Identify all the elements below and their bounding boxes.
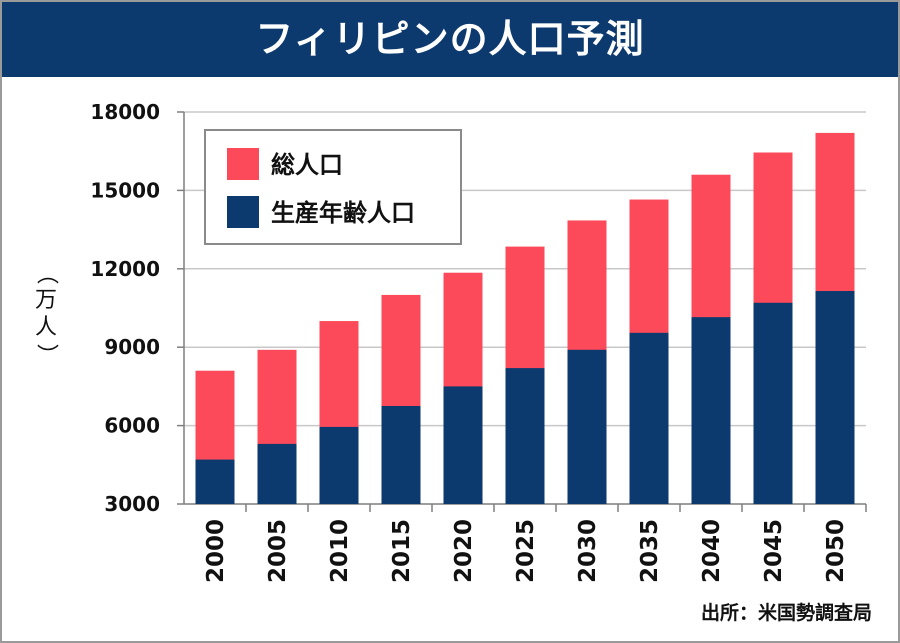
x-tick-label: 2010 [327, 519, 353, 583]
y-axis-label: （万人） [32, 260, 60, 368]
y-tick-label: 6000 [104, 414, 160, 438]
bar-working-age-2050 [815, 291, 855, 504]
x-tick-label: 2035 [637, 519, 663, 583]
bar-working-age-2010 [319, 426, 359, 504]
y-tick-label: 3000 [104, 492, 160, 516]
source-note: 出所：米国勢調査局 [700, 602, 872, 624]
bar-working-age-2000 [195, 459, 235, 504]
bar-working-age-2040 [691, 317, 731, 504]
legend-swatch-total [227, 148, 259, 180]
x-tick-label: 2000 [203, 519, 229, 583]
legend-label-total: 総人口 [271, 151, 343, 179]
bar-working-age-2045 [753, 302, 793, 504]
chart-title: フィリピンの人口予測 [255, 17, 645, 61]
x-tick-label: 2015 [389, 519, 415, 583]
bar-working-age-2030 [567, 349, 607, 504]
legend-swatch-working-age [227, 196, 259, 228]
x-tick-label: 2050 [823, 519, 849, 583]
x-tick-label: 2030 [575, 519, 601, 583]
bar-working-age-2015 [381, 406, 421, 504]
bar-working-age-2025 [505, 368, 545, 504]
y-axis-label-char: 人 [34, 315, 57, 340]
bar-working-age-2005 [257, 443, 297, 504]
bar-working-age-2035 [629, 332, 669, 504]
y-tick-label: 9000 [104, 335, 160, 359]
x-tick-label: 2025 [513, 519, 539, 583]
x-tick-label: 2040 [699, 519, 725, 583]
x-tick-label: 2005 [265, 519, 291, 583]
x-tick-label: 2045 [761, 519, 787, 583]
y-axis-label-char: 万 [34, 288, 57, 313]
y-tick-label: 12000 [90, 257, 160, 281]
legend-label-working-age: 生産年齢人口 [271, 199, 415, 227]
title-bar: フィリピンの人口予測 [2, 2, 898, 77]
x-tick-label: 2020 [451, 519, 477, 583]
y-tick-label: 18000 [90, 100, 160, 124]
y-tick-label: 15000 [90, 178, 160, 202]
bar-working-age-2020 [443, 386, 483, 504]
